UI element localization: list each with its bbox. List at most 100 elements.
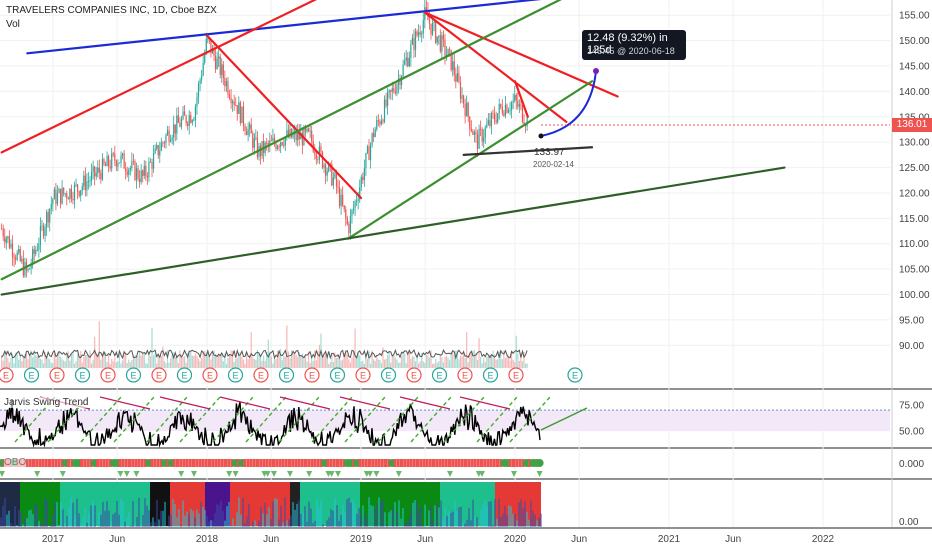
candle-body [500,104,502,107]
volume-bar [428,357,431,368]
heat-overlay-bar [120,498,122,527]
candle-body [314,151,316,154]
earnings-marker-label: E [130,371,136,381]
trendline-red-1 [0,0,317,154]
jarvis-y-tick-0: 50.00 [899,427,924,438]
volume-bar [216,355,218,368]
volume-bar [408,350,410,368]
heat-overlay-bar [482,504,484,527]
heat-overlay-bar [124,521,126,527]
obo-bar [44,459,48,467]
candle-body [83,175,85,187]
jarvis-green-segment [509,396,551,443]
heat-overlay-bar [476,517,478,527]
earnings-marker-icon [431,367,448,383]
trendline-green-7 [347,80,594,240]
heat-overlay-bar [512,513,514,527]
volume-bar [75,361,77,368]
obo-bar [268,459,272,467]
obo-bar [480,459,483,467]
obo-bar [57,459,61,467]
volume-bar [295,354,297,368]
volume-bar [117,361,119,368]
earnings-marker-icon [304,367,320,383]
candle-body [517,100,519,107]
candle-body [497,113,499,123]
volume-bar [469,352,471,368]
obo-bar [172,459,176,467]
volume-bar [2,360,4,368]
candle-body [490,113,493,126]
obo-bar [41,459,45,467]
candle-body [297,131,299,141]
earnings-marker-label: E [54,371,60,381]
volume-bar [267,339,269,368]
heat-overlay-bar [226,506,228,527]
volume-bar [146,363,148,368]
volume-bar [39,358,42,368]
candle-body [191,120,193,123]
obo-bar [304,459,307,467]
heat-overlay-bar [188,514,190,527]
heat-overlay-bar [30,509,32,527]
heat-overlay-bar [336,505,338,527]
candle-body [269,140,271,146]
candle-body [90,171,93,181]
heat-overlay-bar [138,497,140,527]
heat-overlay-bar [516,520,518,527]
volume-bar [58,351,60,368]
volume-bar [233,361,235,368]
volume-bar [266,351,268,368]
obo-bar [211,459,215,467]
heat-overlay-bar [42,523,44,527]
candle-body [89,180,91,182]
volume-bar [174,357,176,368]
obo-bar [457,459,461,467]
volume-bar [312,361,314,368]
candle-body [452,61,454,71]
heat-overlay-bar [492,525,494,527]
volume-bar [149,356,152,368]
heat-overlay-bar [28,510,30,527]
heat-overlay-bar [508,505,510,527]
volume-bar [16,353,18,368]
obo-bar [249,459,253,467]
heat-overlay-bar [212,520,214,527]
candle-body [365,153,367,169]
volume-bar [501,359,503,368]
volume-bar [411,356,414,368]
candle-body [393,88,395,92]
candle-body [481,129,483,142]
volume-bar [326,354,328,368]
candle-body [219,56,221,75]
candle-body [304,127,307,132]
candle-body [28,268,31,270]
candle-body [512,100,514,103]
obo-triangle [306,471,313,477]
candle-body [493,113,496,120]
candle-body [111,153,113,169]
volume-bar [224,353,226,368]
projection-start-dot [538,133,544,139]
heat-overlay-bar [524,501,526,527]
jarvis-y-tick-1: 75.00 [899,400,924,411]
volume-bar [380,363,383,368]
candle-body [342,194,344,206]
earnings-marker-label: E [207,371,213,381]
heat-overlay-bar [360,514,362,527]
candle-body [47,212,49,223]
volume-bar [89,350,91,368]
heat-overlay-bar [56,501,58,527]
obo-triangle [117,471,124,477]
obo-bar [432,459,435,467]
candle-body [171,137,173,141]
volume-bar [315,360,317,368]
volume-bar [47,358,49,368]
volume-bar [430,350,432,368]
heat-overlay-bar [444,508,446,527]
candle-body [19,249,21,261]
obo-bar [508,459,512,467]
volume-bar [521,361,524,368]
candle-body [38,244,40,250]
